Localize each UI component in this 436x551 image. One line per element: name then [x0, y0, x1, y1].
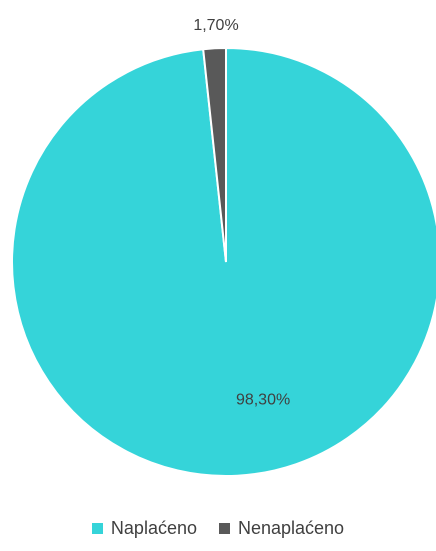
legend-label-nenaplaceno: Nenaplaćeno [237, 518, 345, 538]
pie-data-labels: 98,30% 1,70% [193, 17, 290, 408]
legend: Naplaćeno Nenaplaćeno [0, 518, 436, 539]
legend-item-naplaceno[interactable]: Naplaćeno [91, 518, 197, 539]
legend-swatch-nenaplaceno [218, 523, 230, 534]
data-label-naplaceno: 98,30% [236, 391, 290, 408]
data-label-nenaplaceno: 1,70% [193, 17, 238, 34]
pie-slices [11, 46, 436, 477]
pie-slice-nenaplaceno[interactable] [202, 46, 227, 263]
legend-swatch-naplaceno [91, 523, 103, 534]
legend-item-nenaplaceno[interactable]: Nenaplaćeno [218, 518, 345, 539]
legend-label-naplaceno: Naplaćeno [110, 518, 197, 538]
pie-slice-naplaceno[interactable] [11, 46, 436, 477]
